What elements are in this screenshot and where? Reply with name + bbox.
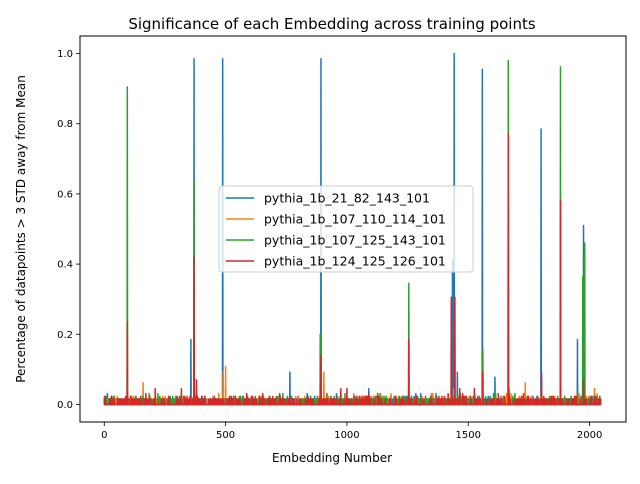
legend-label: pythia_1b_107_110_114_101 (264, 212, 446, 227)
x-axis: 0 500 1000 1500 2000 (101, 422, 602, 441)
plot-frame (79, 35, 627, 423)
x-axis-label: Embedding Number (272, 451, 392, 465)
legend-label: pythia_1b_107_125_143_101 (264, 233, 446, 248)
legend-label: pythia_1b_21_82_143_101 (264, 191, 430, 206)
y-tick-label: 1.0 (57, 49, 73, 60)
y-tick-label: 0.4 (57, 260, 73, 271)
x-tick-label: 2000 (577, 430, 602, 441)
legend: pythia_1b_21_82_143_101 pythia_1b_107_110… (218, 185, 474, 273)
plot-marks (103, 52, 602, 406)
x-tick-label: 1000 (334, 430, 359, 441)
y-axis: 0.0 0.2 0.4 0.6 0.8 1.0 (57, 49, 80, 411)
chart-title: Significance of each Embedding across tr… (128, 15, 536, 33)
legend-label: pythia_1b_124_125_126_101 (264, 254, 446, 269)
y-tick-label: 0.2 (57, 330, 73, 341)
series-line-4 (103, 133, 602, 406)
x-tick-label: 0 (101, 430, 107, 441)
y-axis-label: Percentage of datapoints > 3 STD away fr… (14, 75, 28, 383)
x-tick-label: 500 (216, 430, 235, 441)
y-tick-label: 0.8 (57, 119, 73, 130)
x-tick-label: 1500 (456, 430, 481, 441)
y-tick-label: 0.0 (57, 400, 73, 411)
legend-box (218, 185, 474, 273)
y-tick-label: 0.6 (57, 189, 73, 200)
